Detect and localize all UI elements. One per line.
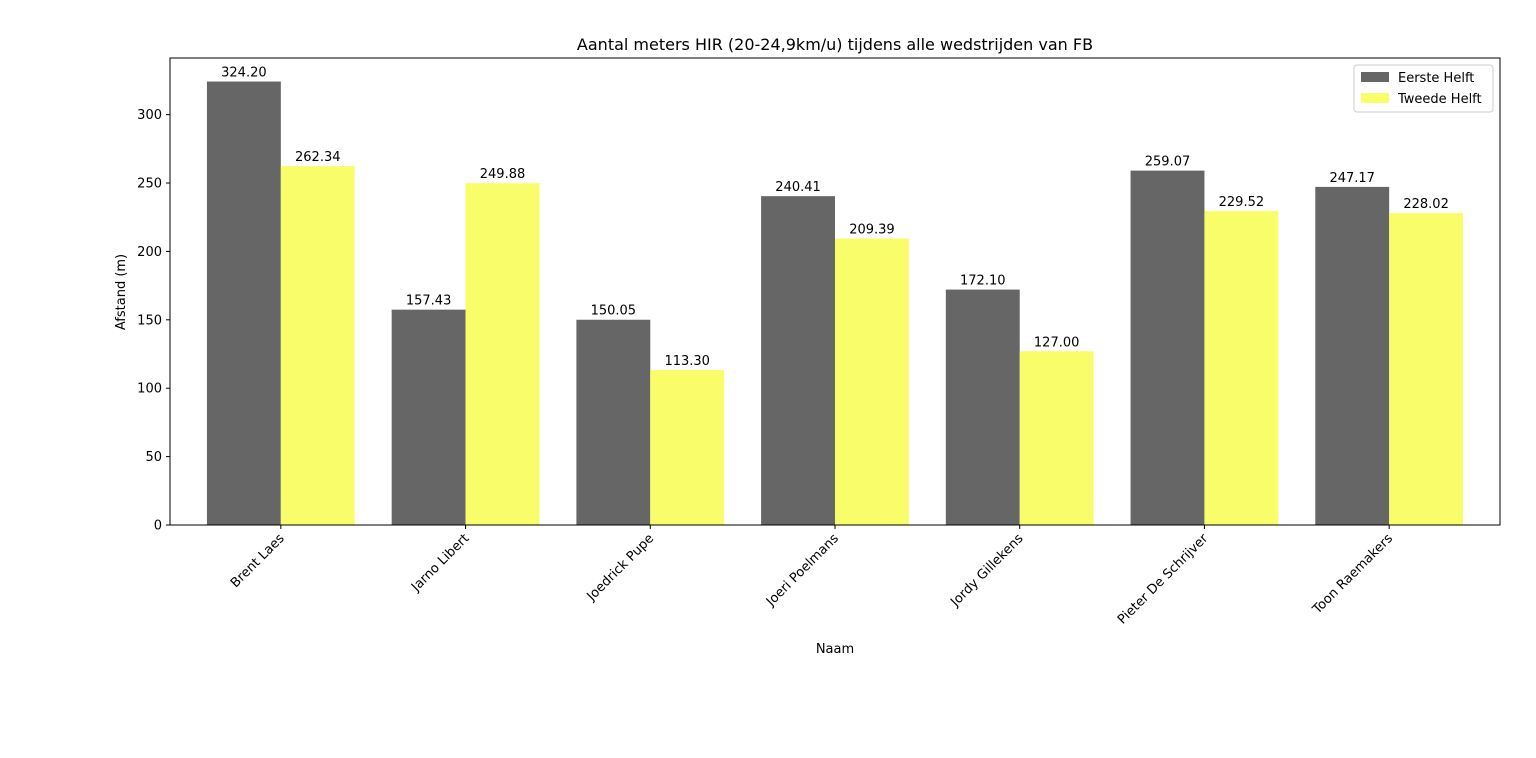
y-tick-label: 250 [137, 177, 162, 192]
bar-eerste-1 [391, 309, 466, 525]
legend-swatch [1361, 72, 1389, 82]
plot-frame [169, 57, 1501, 526]
data-label: 127.00 [1034, 335, 1080, 350]
y-tick-label: 150 [137, 313, 162, 328]
bar-eerste-4 [945, 289, 1020, 525]
data-label: 259.07 [1145, 155, 1191, 170]
legend-label: Tweede Helft [1397, 92, 1482, 107]
data-label: 113.30 [664, 354, 710, 369]
y-tick-label: 300 [137, 108, 162, 123]
data-label: 240.41 [775, 180, 821, 195]
data-label: 262.34 [295, 150, 341, 165]
bar-tweede-1 [465, 183, 540, 525]
bar-eerste-5 [1130, 170, 1205, 525]
bar-tweede-0 [280, 166, 355, 525]
y-tick-label: 100 [137, 382, 162, 397]
data-label: 157.43 [406, 294, 452, 309]
x-tick-label: Jordy Gillekens [947, 531, 1026, 610]
y-tick-label: 0 [154, 519, 162, 534]
bar-tweede-3 [835, 238, 909, 526]
data-label: 324.20 [221, 66, 267, 81]
y-tick-label: 200 [137, 245, 162, 260]
x-tick-label: Jarno Libert [408, 531, 472, 595]
data-label: 209.39 [849, 223, 895, 238]
bar-tweede-4 [1019, 351, 1094, 525]
bar-eerste-0 [206, 81, 281, 525]
x-axis-label: Naam [816, 642, 854, 657]
x-tick-label: Joedrick Pupe [584, 531, 657, 604]
y-tick-label: 50 [145, 450, 162, 465]
x-tick-label: Toon Raemakers [1309, 531, 1396, 618]
data-label: 247.17 [1329, 171, 1375, 186]
x-tick-label: Joeri Poelmans [763, 531, 842, 610]
bar-tweede-2 [650, 370, 725, 525]
legend-label: Eerste Helft [1398, 71, 1474, 86]
data-label: 172.10 [960, 274, 1006, 289]
legend: Eerste Helft Tweede Helft [1353, 64, 1494, 113]
data-label: 228.02 [1403, 197, 1449, 212]
chart-title: Aantal meters HIR (20-24,9km/u) tijdens … [577, 35, 1093, 54]
bars-layer: 324.20 157.43 150.05 240.41 172.10 259.07 247.… [206, 66, 1464, 526]
x-axis: Brent Laes Jarno Libert Joedrick Pupe Joeri… [228, 525, 1396, 627]
bar-tweede-5 [1204, 211, 1279, 526]
x-tick-label: Brent Laes [228, 531, 288, 591]
data-label: 229.52 [1219, 195, 1265, 210]
bar-tweede-6 [1389, 213, 1464, 525]
data-label: 150.05 [591, 304, 637, 319]
legend-swatch [1361, 93, 1389, 103]
y-axis: 0 50 100 150 200 250 300 [137, 108, 170, 534]
bar-eerste-3 [761, 196, 835, 525]
bar-eerste-2 [576, 319, 651, 525]
data-label: 249.88 [480, 167, 526, 182]
y-axis-label: Afstand (m) [114, 254, 129, 330]
bar-eerste-6 [1315, 186, 1390, 526]
x-tick-label: Pieter De Schrijver [1115, 531, 1212, 628]
